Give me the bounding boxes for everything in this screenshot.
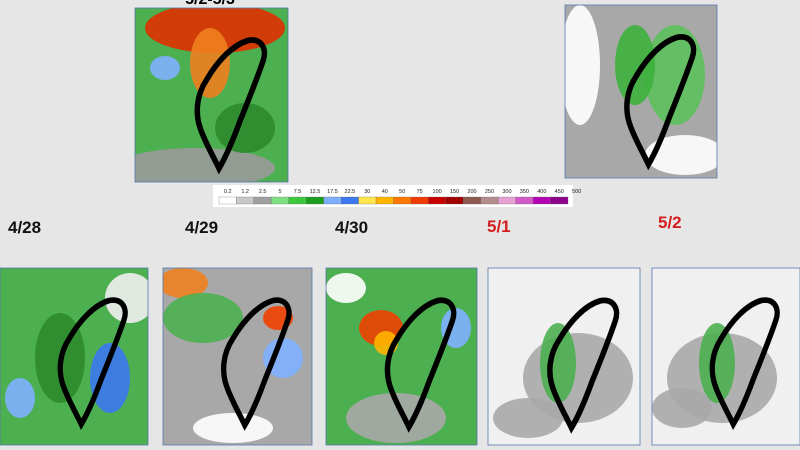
colorbar-swatch — [498, 196, 516, 205]
colorbar-label: 400 — [537, 189, 546, 195]
rain-map — [565, 5, 717, 178]
colorbar-swatch — [375, 196, 394, 205]
date-labels: 4/28 4/29 4/30 5/1 5/2 — [8, 213, 682, 237]
date-label: 4/29 — [185, 218, 218, 237]
colorbar-label: 30 — [364, 189, 370, 195]
colorbar-label: 75 — [417, 189, 423, 195]
rain-area — [699, 323, 735, 403]
map-frame — [162, 267, 313, 446]
colorbar-swatch — [532, 196, 551, 205]
colorbar-swatch — [218, 196, 237, 205]
rain-map — [163, 268, 312, 445]
rain-area — [652, 388, 712, 428]
colorbar-label: 250 — [485, 189, 494, 195]
colorbar-swatch — [323, 196, 342, 205]
rain-area — [615, 25, 655, 105]
colorbar-label: 200 — [467, 189, 476, 195]
colorbar-label: 450 — [555, 189, 564, 195]
colorbar-swatch — [428, 196, 446, 205]
colorbar-label: 5 — [279, 189, 282, 195]
colorbar-label: 12.5 — [310, 189, 321, 195]
rain-map — [488, 268, 640, 445]
colorbar-swatch — [393, 196, 412, 205]
rain-map — [135, 8, 288, 182]
colorbar-label: 17.5 — [327, 189, 338, 195]
rain-map — [0, 268, 148, 445]
colorbar-swatch — [288, 196, 307, 205]
rain-area — [163, 268, 208, 298]
colorbar-label: 22.5 — [345, 189, 356, 195]
colorbar-swatch — [550, 196, 569, 205]
rain-area — [135, 148, 275, 182]
colorbar-swatch — [515, 196, 534, 205]
colorbar-swatch — [358, 196, 377, 205]
colorbar-swatch — [271, 196, 289, 205]
map-frame — [0, 267, 149, 446]
colorbar-swatch — [480, 196, 499, 205]
colorbar-label: 7.5 — [294, 189, 302, 195]
rain-map — [326, 268, 477, 445]
maps — [0, 4, 800, 446]
rain-area — [90, 343, 130, 413]
map-frame — [564, 4, 718, 179]
date-label: 4/28 — [8, 218, 41, 237]
rain-area — [645, 135, 717, 175]
colorbar-swatch — [445, 196, 464, 205]
colorbar-label: 500 — [572, 189, 581, 195]
rain-area — [105, 273, 148, 323]
colorbar-label: 2.5 — [259, 189, 267, 195]
rain-area — [150, 56, 180, 80]
map-frame — [651, 267, 800, 446]
colorbar-swatch — [236, 196, 255, 205]
rain-area — [540, 323, 576, 403]
rain-map — [652, 268, 800, 445]
colorbar-swatch — [306, 196, 324, 205]
rain-area — [326, 273, 366, 303]
colorbar-swatch — [410, 196, 429, 205]
map-frame — [487, 267, 641, 446]
rain-area — [5, 378, 35, 418]
colorbar-label: 0.2 — [224, 189, 232, 195]
rain-area — [193, 413, 273, 443]
top-title: 5/2-5/3 — [185, 0, 235, 8]
colorbar-label: 350 — [520, 189, 529, 195]
colorbar-swatch — [340, 196, 359, 205]
rain-area — [163, 293, 243, 343]
rain-area — [565, 5, 600, 125]
colorbar: 0.2 1.2 2.5 5 7.5 12.5 17.5 22.5 30 40 50 75 100 150 2… — [213, 185, 581, 207]
date-label: 5/2 — [658, 213, 682, 232]
rain-area — [263, 338, 303, 378]
colorbar-swatch — [463, 196, 481, 205]
rain-area — [190, 28, 230, 98]
colorbar-label: 300 — [502, 189, 511, 195]
map-frame — [325, 267, 478, 446]
colorbar-label: 40 — [382, 189, 388, 195]
date-label: 5/1 — [487, 217, 511, 236]
colorbar-label: 1.2 — [241, 189, 249, 195]
colorbar-label: 50 — [399, 189, 405, 195]
map-frame — [134, 7, 289, 183]
date-label: 4/30 — [335, 218, 368, 237]
colorbar-label: 100 — [433, 189, 442, 195]
colorbar-label: 150 — [450, 189, 459, 195]
colorbar-swatch — [253, 196, 272, 205]
rain-area — [493, 398, 563, 438]
